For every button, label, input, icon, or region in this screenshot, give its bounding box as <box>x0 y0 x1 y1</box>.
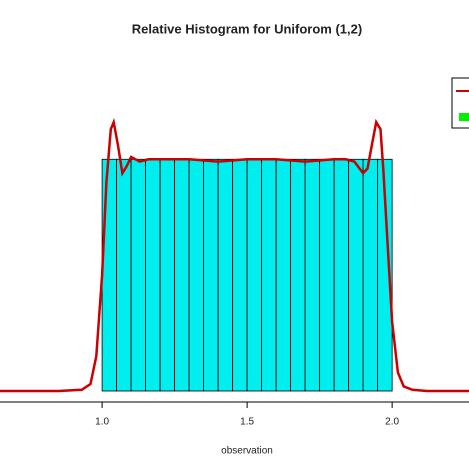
bar <box>101 158 117 392</box>
legend-fill-key <box>459 113 469 121</box>
bar <box>145 158 161 392</box>
bar <box>232 158 248 392</box>
bar <box>319 158 335 392</box>
bar <box>362 158 379 392</box>
chart-title: Relative Histogram for Uniforom (1,2) <box>132 21 362 36</box>
bar <box>188 158 205 392</box>
x-tick-label: 2.0 <box>385 417 399 428</box>
bar <box>348 158 364 392</box>
bar <box>246 158 263 392</box>
bar <box>275 158 292 392</box>
bar <box>203 158 219 392</box>
x-axis-label: observation <box>221 446 273 457</box>
bar <box>261 158 277 392</box>
bar <box>130 158 147 392</box>
density-curve <box>0 117 469 393</box>
bar <box>377 158 393 392</box>
bar <box>116 158 132 392</box>
legend <box>451 77 469 129</box>
x-tick-label: 1.5 <box>240 417 254 428</box>
bar <box>290 158 306 392</box>
bar <box>304 158 321 392</box>
bar <box>174 158 190 392</box>
bar <box>333 158 350 392</box>
x-tick-label: 1.0 <box>95 417 109 428</box>
bar <box>217 158 234 392</box>
bar <box>159 158 176 392</box>
